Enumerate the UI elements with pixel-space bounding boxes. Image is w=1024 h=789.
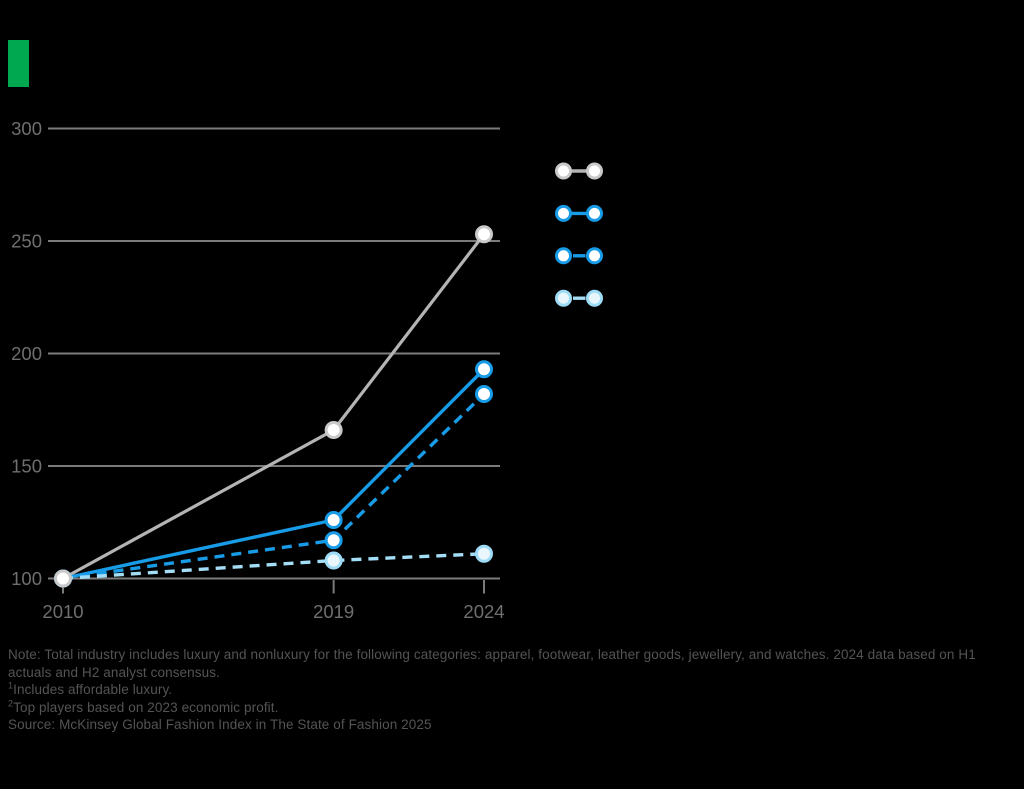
legend-marker-s4	[586, 289, 603, 307]
data-point-marker-s3	[324, 531, 343, 550]
data-point-marker-s4	[324, 551, 343, 570]
footnote-2: 2Top players based on 2023 economic prof…	[8, 698, 279, 715]
green-accent-mark	[8, 40, 29, 87]
legend-marker-s3	[555, 247, 572, 265]
data-point-marker-s2	[324, 511, 343, 529]
y-tick-label: 100	[11, 568, 42, 589]
y-tick-label: 200	[11, 343, 42, 364]
data-point-marker-s1	[54, 569, 72, 588]
legend-marker-s2	[586, 204, 603, 222]
source-text: Source: McKinsey Global Fashion Index in…	[8, 717, 432, 733]
legend-marker-s2	[555, 204, 572, 222]
y-tick-label: 250	[11, 231, 42, 252]
data-point-marker-s3	[475, 385, 493, 403]
x-tick-label: 2019	[313, 601, 354, 622]
legend-marker-s3	[586, 247, 603, 265]
series-line-4	[62, 552, 485, 581]
footnote-1: 1Includes affordable luxury.	[8, 680, 173, 698]
legend-marker-s1	[586, 162, 603, 180]
data-point-marker-s1	[324, 421, 343, 439]
note-text-line2: actuals and H2 analyst consensus.	[8, 664, 220, 680]
data-point-marker-s1	[475, 225, 493, 244]
x-tick-label: 2024	[463, 601, 504, 622]
y-tick-label: 150	[11, 456, 42, 477]
y-tick-label: 300	[11, 118, 42, 139]
note-text-line1: Note: Total industry includes luxury and…	[8, 647, 976, 662]
chart-notes: Note: Total industry includes luxury and…	[8, 646, 1020, 734]
data-point-marker-s4	[475, 544, 493, 563]
series-line-3	[62, 392, 486, 581]
legend-marker-s1	[555, 162, 572, 180]
data-point-marker-s2	[475, 360, 493, 379]
x-tick-label: 2010	[42, 601, 83, 622]
series-line-1	[62, 233, 486, 580]
legend-marker-s4	[555, 289, 572, 307]
